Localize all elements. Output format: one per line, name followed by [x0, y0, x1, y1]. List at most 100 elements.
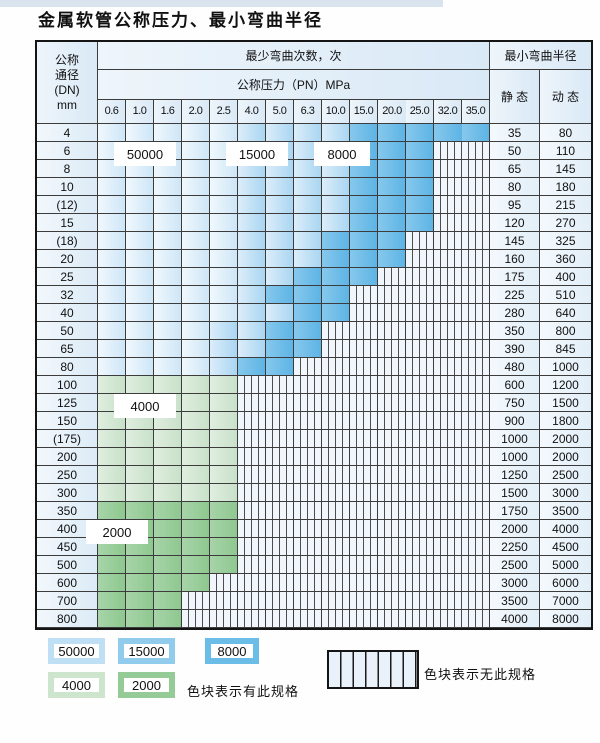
cycles-2000-cell	[154, 556, 182, 574]
no-spec-cell	[434, 214, 462, 232]
no-spec-cell	[322, 448, 350, 466]
dn-cell-4: 4	[37, 124, 98, 142]
no-spec-cell	[238, 610, 266, 628]
no-spec-cell	[378, 430, 406, 448]
no-spec-cell	[406, 574, 434, 592]
dn-cell-50: 50	[37, 322, 98, 340]
cycles-2000-cell	[210, 556, 238, 574]
header-nominal-pressure: 公称压力（PN）MPa	[98, 70, 490, 100]
no-spec-cell	[434, 520, 462, 538]
no-spec-cell	[350, 592, 378, 610]
cycles-50000-cell	[126, 268, 154, 286]
no-spec-cell	[378, 286, 406, 304]
no-spec-cell	[294, 520, 322, 538]
no-spec-cell	[350, 448, 378, 466]
no-spec-cell	[462, 466, 490, 484]
cycles-8000-cell	[406, 142, 434, 160]
dynamic-radius-cell: 1500	[540, 394, 591, 412]
cycles-50000-cell	[98, 340, 126, 358]
cycles-4000-cell	[182, 412, 210, 430]
dynamic-radius-cell: 1200	[540, 376, 591, 394]
cycles-2000-cell	[154, 592, 182, 610]
cycles-8000-cell	[378, 142, 406, 160]
header-dynamic: 动 态	[540, 70, 591, 124]
no-spec-cell	[182, 592, 210, 610]
dynamic-radius-cell: 180	[540, 178, 591, 196]
cycles-8000-cell	[322, 250, 350, 268]
no-spec-cell	[210, 574, 238, 592]
cycles-8000-cell	[266, 286, 294, 304]
cycles-15000-cell	[294, 250, 322, 268]
cycles-50000-cell	[154, 268, 182, 286]
dn-cell-80: 80	[37, 358, 98, 376]
cycles-50000-cell	[98, 232, 126, 250]
no-spec-cell	[294, 376, 322, 394]
cycles-8000-cell	[434, 124, 462, 142]
dynamic-radius-cell: 360	[540, 250, 591, 268]
cycles-15000-cell	[266, 124, 294, 142]
cycles-50000-cell	[154, 178, 182, 196]
cycles-4000-cell	[98, 430, 126, 448]
static-radius-cell: 65	[490, 160, 540, 178]
dynamic-radius-cell: 2500	[540, 466, 591, 484]
dn-cell-125: 125	[37, 394, 98, 412]
no-spec-cell	[350, 430, 378, 448]
no-spec-cell	[378, 574, 406, 592]
no-spec-cell	[406, 358, 434, 376]
static-radius-cell: 3500	[490, 592, 540, 610]
cycles-15000-cell	[266, 304, 294, 322]
dynamic-radius-cell: 3500	[540, 502, 591, 520]
cycles-4000-cell	[210, 466, 238, 484]
no-spec-cell	[434, 250, 462, 268]
no-spec-cell	[462, 286, 490, 304]
header-dn-line1: 公称	[54, 53, 79, 67]
no-spec-cell	[294, 412, 322, 430]
no-spec-cell	[322, 556, 350, 574]
zone-label-50000: 50000	[114, 142, 176, 166]
dn-cell-800: 800	[37, 610, 98, 628]
no-spec-cell	[434, 412, 462, 430]
no-spec-cell	[434, 574, 462, 592]
cycles-15000-cell	[266, 268, 294, 286]
no-spec-cell	[238, 466, 266, 484]
dn-cell-700: 700	[37, 592, 98, 610]
cycles-50000-cell	[98, 268, 126, 286]
cycles-8000-cell	[350, 124, 378, 142]
cycles-15000-cell	[238, 214, 266, 232]
cycles-2000-cell	[154, 610, 182, 628]
cycles-50000-cell	[210, 286, 238, 304]
cycles-15000-cell	[238, 124, 266, 142]
no-spec-cell	[266, 610, 294, 628]
cycles-50000-cell	[126, 340, 154, 358]
cycles-8000-cell	[294, 268, 322, 286]
dynamic-radius-cell: 7000	[540, 592, 591, 610]
cycles-50000-cell	[182, 214, 210, 232]
pressure-header-5.0: 5.0	[266, 100, 294, 124]
cycles-4000-cell	[210, 448, 238, 466]
no-spec-cell	[434, 394, 462, 412]
no-spec-cell	[406, 592, 434, 610]
no-spec-cell	[266, 484, 294, 502]
cycles-15000-cell	[238, 232, 266, 250]
header-dn-line2: 通径	[54, 68, 79, 82]
zone-label-15000: 15000	[226, 142, 288, 166]
cycles-50000-cell	[154, 196, 182, 214]
no-spec-cell	[406, 322, 434, 340]
cycles-50000-cell	[210, 196, 238, 214]
cycles-4000-cell	[182, 466, 210, 484]
cycles-50000-cell	[182, 322, 210, 340]
cycles-50000-cell	[210, 232, 238, 250]
no-spec-cell	[322, 430, 350, 448]
dynamic-radius-cell: 110	[540, 142, 591, 160]
no-spec-cell	[294, 430, 322, 448]
no-spec-cell	[462, 520, 490, 538]
cycles-2000-cell	[98, 556, 126, 574]
cycles-8000-cell	[322, 268, 350, 286]
pressure-header-0.6: 0.6	[98, 100, 126, 124]
static-radius-cell: 280	[490, 304, 540, 322]
pressure-header-35.0: 35.0	[462, 100, 490, 124]
no-spec-cell	[350, 376, 378, 394]
no-spec-cell	[238, 538, 266, 556]
no-spec-cell	[406, 412, 434, 430]
no-spec-cell	[350, 538, 378, 556]
